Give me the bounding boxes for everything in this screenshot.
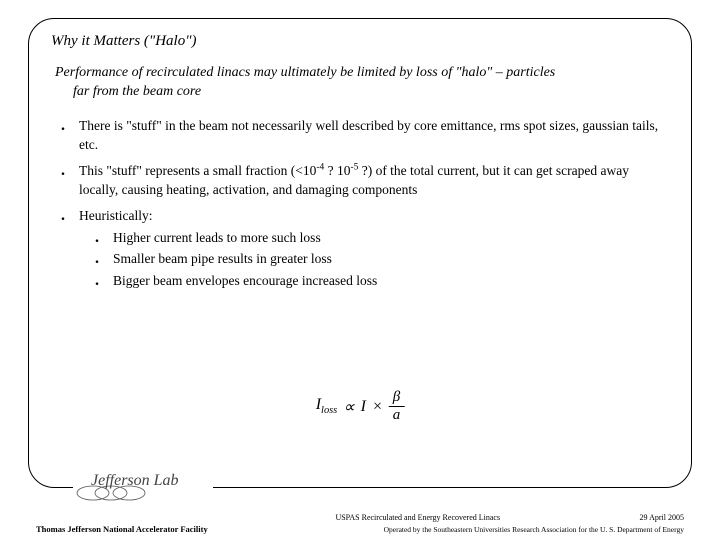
footer: USPAS Recirculated and Energy Recovered …: [28, 513, 692, 534]
svg-text:Jefferson Lab: Jefferson Lab: [91, 472, 179, 489]
slide-subtitle: Performance of recirculated linacs may u…: [55, 64, 669, 102]
slide-title: Why it Matters ("Halo"): [51, 33, 669, 50]
sub-bullet-list: Higher current leads to more such loss S…: [93, 228, 669, 291]
jefferson-lab-logo: Jefferson Lab: [73, 463, 213, 505]
footer-row2: Thomas Jefferson National Accelerator Fa…: [28, 524, 692, 534]
subtitle-line2: far from the beam core: [73, 83, 669, 102]
formula-num: β: [389, 390, 404, 407]
bullet-list: There is "stuff" in the beam not necessa…: [57, 116, 669, 291]
formula-lhs: Iloss: [316, 396, 338, 416]
formula-frac: β a: [389, 390, 404, 423]
footer-date: 29 April 2005: [640, 513, 684, 522]
sub-bullet-c: Bigger beam envelopes encourage increase…: [93, 271, 669, 291]
b2-pre: This "stuff" represents a small fraction…: [79, 163, 316, 178]
footer-center: USPAS Recirculated and Energy Recovered …: [335, 513, 500, 522]
footer-left: Thomas Jefferson National Accelerator Fa…: [36, 524, 208, 534]
formula-I: I: [361, 398, 366, 416]
footer-row1: USPAS Recirculated and Energy Recovered …: [28, 513, 692, 522]
b3-label: Heuristically:: [79, 208, 152, 223]
sub-bullet-a: Higher current leads to more such loss: [93, 228, 669, 248]
subtitle-line1: Performance of recirculated linacs may u…: [55, 65, 555, 80]
formula-times: ×: [372, 398, 383, 416]
sub-bullet-b: Smaller beam pipe results in greater los…: [93, 249, 669, 269]
formula: Iloss ∝ I × β a: [316, 390, 405, 423]
slide-frame: Why it Matters ("Halo") Performance of r…: [28, 18, 692, 488]
formula-den: a: [393, 407, 401, 423]
footer-operated: Operated by the Southeastern Universitie…: [384, 525, 684, 534]
bullet-1: There is "stuff" in the beam not necessa…: [57, 116, 669, 155]
b2-mid: ? 10: [324, 163, 350, 178]
bullet-2: This "stuff" represents a small fraction…: [57, 161, 669, 200]
formula-prop: ∝: [343, 397, 354, 417]
formula-sub: loss: [321, 406, 337, 417]
bullet-3: Heuristically: Higher current leads to m…: [57, 206, 669, 290]
